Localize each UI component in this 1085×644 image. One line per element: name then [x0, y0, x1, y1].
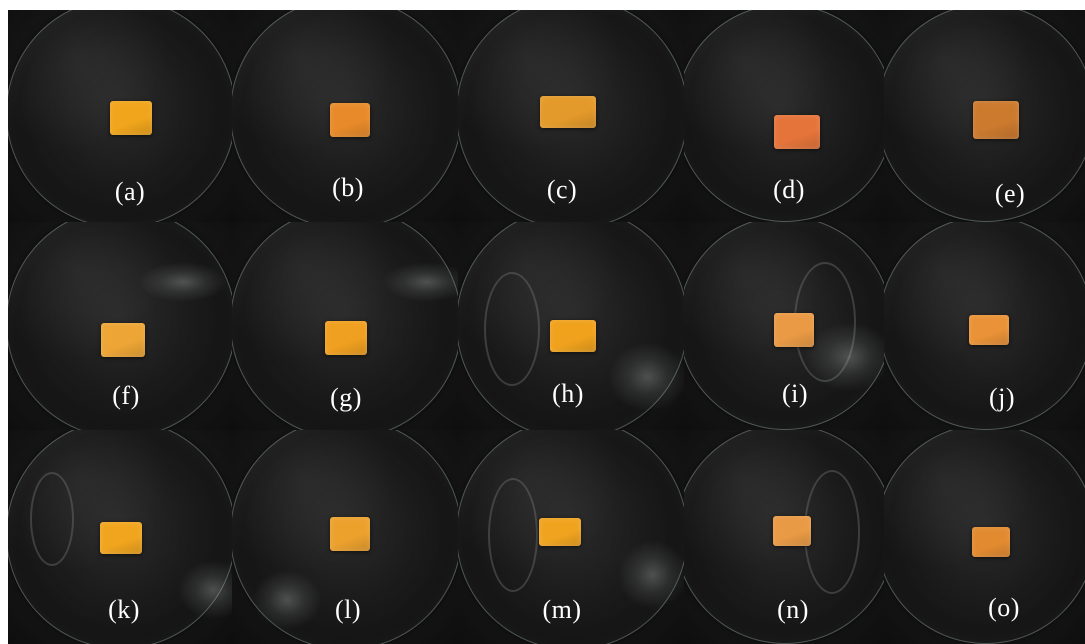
fruit-sample-cube [774, 115, 820, 149]
glass-glare [252, 570, 322, 630]
fruit-sample-cube [973, 101, 1019, 139]
sample-photo-panel: (l) [232, 430, 458, 644]
glass-glare [608, 342, 684, 412]
glass-glare [382, 262, 458, 302]
panel-label: (h) [552, 379, 584, 408]
fruit-sample-cube [969, 315, 1009, 345]
fruit-sample-cube [110, 101, 152, 135]
panel-label: (d) [773, 175, 805, 204]
sample-photo-panel: (o) [884, 430, 1085, 644]
panel-label: (g) [330, 383, 362, 412]
fruit-sample-cube [774, 313, 814, 347]
glass-glare [178, 560, 232, 620]
panel-label: (c) [546, 175, 578, 204]
sample-photo-panel: (k) [8, 430, 232, 644]
sample-photo-panel: (i) [684, 222, 884, 430]
sample-photo-panel: (m) [458, 430, 684, 644]
sample-photo-panel: (c) [458, 10, 684, 222]
fruit-sample-cube [100, 522, 142, 554]
sample-photo-panel: (e) [884, 10, 1085, 222]
panel-label: (k) [108, 595, 140, 624]
fruit-sample-cube [550, 320, 596, 352]
sample-photo-panel: (h) [458, 222, 684, 430]
panel-label: (i) [781, 379, 809, 408]
glass-glare [804, 322, 884, 392]
fruit-sample-cube [972, 527, 1010, 557]
fruit-sample-cube [325, 321, 367, 355]
sample-photo-panel: (b) [232, 10, 458, 222]
sample-photo-panel: (g) [232, 222, 458, 430]
panel-label: (l) [334, 595, 362, 624]
panel-label: (o) [988, 593, 1020, 622]
panel-label: (f) [112, 381, 140, 410]
fruit-sample-cube [540, 96, 596, 128]
panel-label: (e) [994, 179, 1026, 208]
fruit-sample-cube [539, 518, 581, 546]
dish-reflection-ring [484, 272, 540, 386]
fruit-sample-cube [330, 103, 370, 137]
sample-photo-panel: (f) [8, 222, 232, 430]
sample-photo-panel: (d) [684, 10, 884, 222]
sample-photo-panel: (n) [684, 430, 884, 644]
fruit-sample-cube [101, 323, 145, 357]
fruit-sample-cube [773, 516, 811, 546]
glass-glare [618, 540, 684, 610]
panel-label: (m) [542, 595, 582, 624]
panel-label: (n) [777, 595, 809, 624]
sample-photo-panel: (a) [8, 10, 232, 222]
fruit-sample-cube [330, 517, 370, 551]
sample-photo-panel: (j) [884, 222, 1085, 430]
dish-reflection-ring [488, 478, 538, 592]
panel-label: (j) [988, 383, 1016, 412]
panel-label: (a) [114, 177, 146, 206]
dish-reflection-ring [804, 470, 860, 594]
glass-glare [138, 262, 228, 302]
panel-label: (b) [332, 173, 364, 202]
dish-reflection-ring [30, 472, 74, 566]
